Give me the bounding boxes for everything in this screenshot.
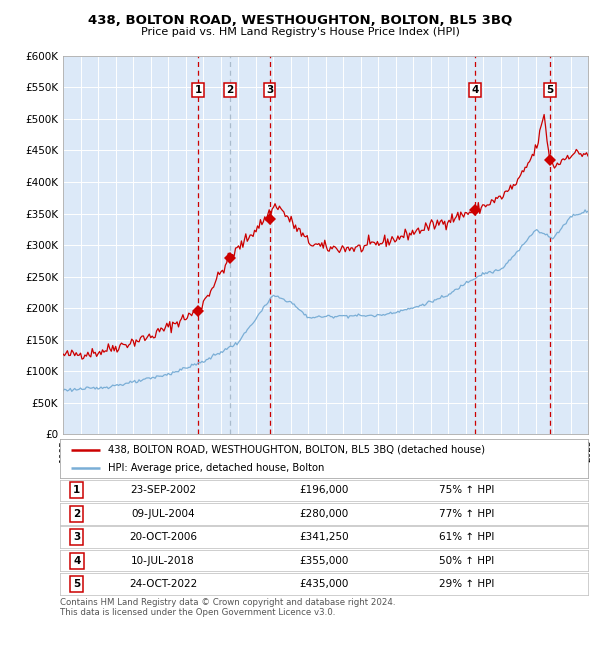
Text: £341,250: £341,250 <box>299 532 349 542</box>
Text: £435,000: £435,000 <box>299 579 349 589</box>
Text: 4: 4 <box>73 556 80 566</box>
Text: 4: 4 <box>471 85 478 95</box>
Text: 50% ↑ HPI: 50% ↑ HPI <box>439 556 494 566</box>
Text: Price paid vs. HM Land Registry's House Price Index (HPI): Price paid vs. HM Land Registry's House … <box>140 27 460 37</box>
Text: 61% ↑ HPI: 61% ↑ HPI <box>439 532 494 542</box>
Text: £280,000: £280,000 <box>299 509 349 519</box>
Text: 3: 3 <box>266 85 273 95</box>
Text: HPI: Average price, detached house, Bolton: HPI: Average price, detached house, Bolt… <box>107 463 324 473</box>
Text: Contains HM Land Registry data © Crown copyright and database right 2024.
This d: Contains HM Land Registry data © Crown c… <box>60 598 395 618</box>
Text: 23-SEP-2002: 23-SEP-2002 <box>130 486 196 495</box>
Text: 24-OCT-2022: 24-OCT-2022 <box>129 579 197 589</box>
Text: 20-OCT-2006: 20-OCT-2006 <box>129 532 197 542</box>
Text: £196,000: £196,000 <box>299 486 349 495</box>
Text: 1: 1 <box>194 85 202 95</box>
Text: 1: 1 <box>73 486 80 495</box>
Text: 5: 5 <box>546 85 553 95</box>
Text: £355,000: £355,000 <box>299 556 349 566</box>
Text: 438, BOLTON ROAD, WESTHOUGHTON, BOLTON, BL5 3BQ: 438, BOLTON ROAD, WESTHOUGHTON, BOLTON, … <box>88 14 512 27</box>
Text: 75% ↑ HPI: 75% ↑ HPI <box>439 486 494 495</box>
Text: 2: 2 <box>73 509 80 519</box>
Text: 2: 2 <box>226 85 233 95</box>
Text: 10-JUL-2018: 10-JUL-2018 <box>131 556 195 566</box>
Text: 3: 3 <box>73 532 80 542</box>
Text: 77% ↑ HPI: 77% ↑ HPI <box>439 509 494 519</box>
Text: 09-JUL-2004: 09-JUL-2004 <box>131 509 195 519</box>
Text: 438, BOLTON ROAD, WESTHOUGHTON, BOLTON, BL5 3BQ (detached house): 438, BOLTON ROAD, WESTHOUGHTON, BOLTON, … <box>107 445 485 454</box>
Text: 5: 5 <box>73 579 80 589</box>
Text: 29% ↑ HPI: 29% ↑ HPI <box>439 579 494 589</box>
